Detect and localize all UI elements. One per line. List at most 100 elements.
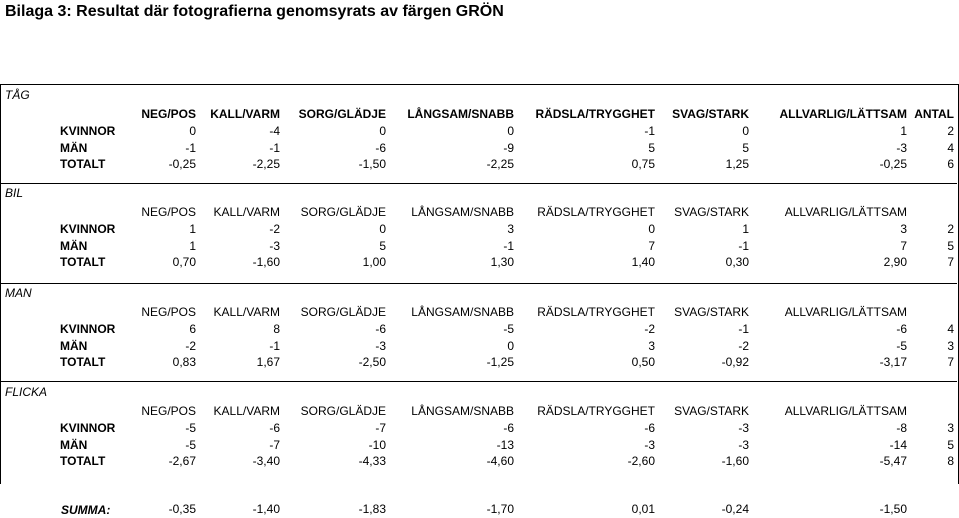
- value-cell: 0,30: [725, 255, 749, 269]
- value-cell: -7: [375, 421, 386, 435]
- column-header: ALLVARLIG/LÄTTSAM: [779, 107, 907, 121]
- value-cell: -8: [896, 421, 907, 435]
- value-cell: -6: [375, 141, 386, 155]
- value-cell: 5: [379, 239, 386, 253]
- value-cell: 4: [947, 322, 954, 336]
- value-cell: -5: [185, 438, 196, 452]
- value-cell: -2,67: [168, 454, 196, 468]
- value-cell: -3: [896, 141, 907, 155]
- table-row: KVINNOR 1 -2 0 3 0 1 3 2: [0, 221, 957, 237]
- column-header: SORG/GLÄDJE: [300, 404, 386, 418]
- value-cell: -14: [889, 438, 907, 452]
- value-cell: -0,25: [879, 157, 907, 171]
- value-cell: -1: [738, 322, 749, 336]
- value-cell: -3: [738, 421, 749, 435]
- section-divider: [0, 381, 957, 382]
- value-cell: -3: [644, 438, 655, 452]
- header-row: NEG/POS KALL/VARM SORG/GLÄDJE LÅNGSAM/SNABB…: [0, 204, 957, 220]
- table-row: MÄN 1 -3 5 -1 7 -1 7 5: [0, 238, 957, 254]
- table-row: MÄN -2 -1 -3 0 3 -2 -5 3: [0, 338, 957, 354]
- column-header: SVAG/STARK: [674, 305, 749, 319]
- row-label: MÄN: [60, 339, 88, 353]
- value-cell: 0: [742, 124, 749, 138]
- value-cell: 5: [742, 141, 749, 155]
- value-cell: 0,50: [631, 355, 655, 369]
- column-header: RÄDSLA/TRYGGHET: [537, 404, 655, 418]
- value-cell: 0: [507, 124, 514, 138]
- value-cell: -5,47: [879, 454, 907, 468]
- column-header: SVAG/STARK: [674, 205, 749, 219]
- column-header: SORG/GLÄDJE: [300, 305, 386, 319]
- value-cell: -1: [185, 141, 196, 155]
- table-row: TOTALT 0,83 1,67 -2,50 -1,25 0,50 -0,92 -3,17 7: [0, 354, 957, 370]
- summa-value: -1,40: [252, 502, 280, 516]
- value-cell: 1,30: [490, 255, 514, 269]
- value-cell: -2,50: [358, 355, 386, 369]
- table-row: MÄN -5 -7 -10 -13 -3 -3 -14 5: [0, 437, 957, 453]
- value-cell: 0,75: [631, 157, 655, 171]
- value-cell: -6: [503, 421, 514, 435]
- header-row: NEG/POS KALL/VARM SORG/GLÄDJE LÅNGSAM/SNABB…: [0, 304, 957, 320]
- column-header: SVAG/STARK: [674, 404, 749, 418]
- value-cell: 8: [947, 454, 954, 468]
- value-cell: 3: [947, 339, 954, 353]
- row-label: TOTALT: [60, 454, 106, 468]
- value-cell: -2,60: [627, 454, 655, 468]
- value-cell: -3: [738, 438, 749, 452]
- table-row: TOTALT -0,25 -2,25 -1,50 -2,25 0,75 1,25 -0,25 6: [0, 156, 957, 172]
- value-cell: -4,33: [358, 454, 386, 468]
- section-label: BIL: [5, 186, 24, 200]
- row-label: KVINNOR: [60, 421, 116, 435]
- value-cell: 0,83: [172, 355, 196, 369]
- value-cell: 2,90: [883, 255, 907, 269]
- column-header: NEG/POS: [141, 404, 196, 418]
- summa-value: -1,50: [879, 502, 907, 516]
- summa-value: -0,35: [168, 502, 196, 516]
- column-header: SORG/GLÄDJE: [300, 205, 386, 219]
- value-cell: 7: [648, 239, 655, 253]
- value-cell: 0: [507, 339, 514, 353]
- value-cell: -5: [896, 339, 907, 353]
- value-cell: 1: [189, 239, 196, 253]
- value-cell: 3: [507, 222, 514, 236]
- value-cell: 3: [648, 339, 655, 353]
- column-header: NEG/POS: [141, 205, 196, 219]
- value-cell: -6: [269, 421, 280, 435]
- value-cell: 5: [648, 141, 655, 155]
- column-header: KALL/VARM: [213, 305, 280, 319]
- value-cell: -3,17: [879, 355, 907, 369]
- row-label: KVINNOR: [60, 124, 116, 138]
- value-cell: 5: [947, 239, 954, 253]
- page-title: Bilaga 3: Resultat där fotografierna gen…: [5, 3, 504, 20]
- value-cell: -3: [269, 239, 280, 253]
- table-row: TOTALT -2,67 -3,40 -4,33 -4,60 -2,60 -1,60 -5,4…: [0, 453, 957, 469]
- value-cell: -9: [503, 141, 514, 155]
- value-cell: -1,50: [358, 157, 386, 171]
- table-row: KVINNOR 6 8 -6 -5 -2 -1 -6 4: [0, 321, 957, 337]
- column-header: LÅNGSAM/SNABB: [411, 305, 514, 319]
- section-divider: [0, 283, 957, 284]
- value-cell: 1,40: [631, 255, 655, 269]
- summa-row: -0,35 -1,40 -1,83 -1,70 0,01 -0,24 -1,50: [0, 501, 957, 517]
- table-row: MÄN -1 -1 -6 -9 5 5 -3 4: [0, 140, 957, 156]
- column-header: KALL/VARM: [213, 404, 280, 418]
- value-cell: -3,40: [252, 454, 280, 468]
- column-header: KALL/VARM: [213, 205, 280, 219]
- column-header: SORG/GLÄDJE: [298, 107, 386, 121]
- column-header: RÄDSLA/TRYGGHET: [537, 305, 655, 319]
- value-cell: -3: [375, 339, 386, 353]
- value-cell: -6: [375, 322, 386, 336]
- column-header: ANTAL: [914, 107, 954, 121]
- value-cell: 1,67: [256, 355, 280, 369]
- value-cell: -1: [269, 141, 280, 155]
- value-cell: -2,25: [252, 157, 280, 171]
- value-cell: 0: [189, 124, 196, 138]
- value-cell: -10: [368, 438, 386, 452]
- row-label: MÄN: [60, 239, 88, 253]
- value-cell: -2: [738, 339, 749, 353]
- value-cell: -0,92: [721, 355, 749, 369]
- value-cell: -2: [269, 222, 280, 236]
- value-cell: 8: [273, 322, 280, 336]
- column-header: ALLVARLIG/LÄTTSAM: [784, 205, 907, 219]
- row-label: MÄN: [60, 141, 88, 155]
